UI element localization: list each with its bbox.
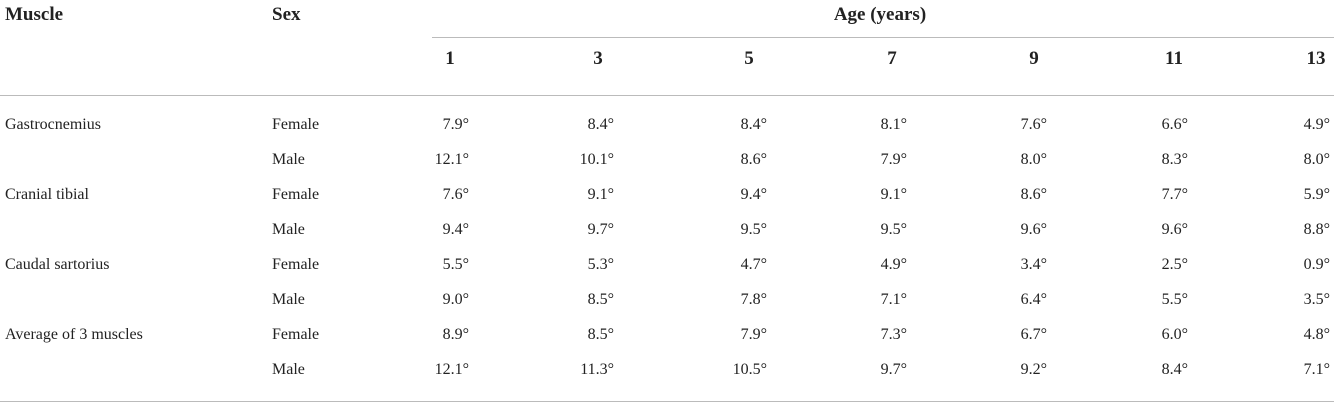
cell-value: 7.9°	[880, 151, 907, 168]
row-muscle: Cranial tibial	[5, 186, 89, 203]
cell-value: 3.4°	[1020, 256, 1047, 273]
row-sex: Female	[272, 326, 320, 343]
cell-value: 8.0°	[1303, 151, 1330, 168]
cell-value: 8.6°	[1020, 186, 1047, 203]
cell-value: 8.6°	[740, 151, 767, 168]
cell-value: 7.7°	[1161, 186, 1188, 203]
cell-value: 7.1°	[880, 291, 907, 308]
rule	[432, 37, 1334, 38]
cell-value: 9.6°	[1161, 221, 1188, 238]
cell-value: 9.5°	[880, 221, 907, 238]
header-age-value: 9	[1029, 48, 1039, 69]
cell-value: 8.3°	[1161, 151, 1188, 168]
cell-value: 6.4°	[1020, 291, 1047, 308]
cell-value: 4.8°	[1303, 326, 1330, 343]
row-sex: Female	[272, 116, 320, 133]
cell-value: 9.0°	[442, 291, 469, 308]
header-sex: Sex	[272, 4, 301, 25]
header-age-value: 1	[445, 48, 455, 69]
row-sex: Female	[272, 186, 320, 203]
cell-value: 7.9°	[740, 326, 767, 343]
row-sex: Male	[272, 151, 305, 168]
cell-value: 9.6°	[1020, 221, 1047, 238]
cell-value: 9.7°	[587, 221, 614, 238]
cell-value: 9.4°	[442, 221, 469, 238]
cell-value: 8.1°	[880, 116, 907, 133]
cell-value: 6.6°	[1161, 116, 1188, 133]
cell-value: 9.1°	[587, 186, 614, 203]
cell-value: 5.5°	[1161, 291, 1188, 308]
cell-value: 7.6°	[442, 186, 469, 203]
cell-value: 8.9°	[442, 326, 469, 343]
cell-value: 10.5°	[732, 361, 767, 378]
cell-value: 4.9°	[880, 256, 907, 273]
header-age-value: 13	[1306, 48, 1326, 69]
cell-value: 2.5°	[1161, 256, 1188, 273]
cell-value: 8.4°	[1161, 361, 1188, 378]
cell-value: 7.3°	[880, 326, 907, 343]
header-age-value: 7	[887, 48, 897, 69]
cell-value: 8.5°	[587, 291, 614, 308]
cell-value: 9.4°	[740, 186, 767, 203]
row-sex: Male	[272, 291, 305, 308]
header-age-value: 11	[1165, 48, 1183, 69]
rule	[0, 95, 1334, 96]
cell-value: 3.5°	[1303, 291, 1330, 308]
cell-value: 9.5°	[740, 221, 767, 238]
cell-value: 9.1°	[880, 186, 907, 203]
cell-value: 8.4°	[587, 116, 614, 133]
cell-value: 12.1°	[434, 151, 469, 168]
cell-value: 7.1°	[1303, 361, 1330, 378]
header-age: Age (years)	[833, 4, 927, 25]
cell-value: 5.5°	[442, 256, 469, 273]
cell-value: 0.9°	[1303, 256, 1330, 273]
rule	[0, 401, 1334, 402]
header-age-value: 5	[744, 48, 754, 69]
row-sex: Male	[272, 361, 305, 378]
cell-value: 4.9°	[1303, 116, 1330, 133]
cell-value: 8.5°	[587, 326, 614, 343]
cell-value: 8.0°	[1020, 151, 1047, 168]
cell-value: 8.4°	[740, 116, 767, 133]
cell-value: 9.2°	[1020, 361, 1047, 378]
cell-value: 4.7°	[740, 256, 767, 273]
cell-value: 10.1°	[579, 151, 614, 168]
row-muscle: Gastrocnemius	[5, 116, 101, 133]
cell-value: 8.8°	[1303, 221, 1330, 238]
cell-value: 7.8°	[740, 291, 767, 308]
cell-value: 5.9°	[1303, 186, 1330, 203]
cell-value: 6.7°	[1020, 326, 1047, 343]
cell-value: 9.7°	[880, 361, 907, 378]
cell-value: 7.6°	[1020, 116, 1047, 133]
cell-value: 11.3°	[580, 361, 614, 378]
row-muscle: Caudal sartorius	[5, 256, 110, 273]
row-muscle: Average of 3 muscles	[5, 326, 143, 343]
row-sex: Male	[272, 221, 305, 238]
header-muscle: Muscle	[5, 4, 64, 25]
row-sex: Female	[272, 256, 320, 273]
cell-value: 6.0°	[1161, 326, 1188, 343]
cell-value: 5.3°	[587, 256, 614, 273]
cell-value: 12.1°	[434, 361, 469, 378]
cell-value: 7.9°	[442, 116, 469, 133]
header-age-value: 3	[593, 48, 603, 69]
